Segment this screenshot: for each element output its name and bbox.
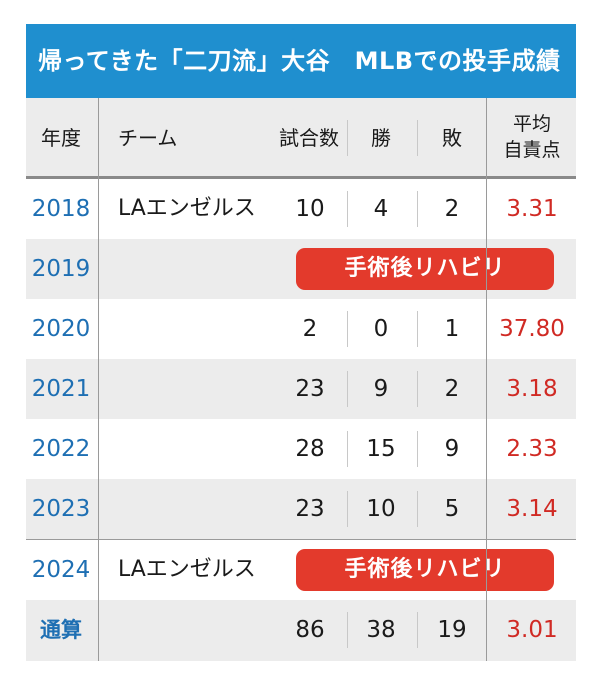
losses-cell: 2 [444, 376, 460, 402]
games-cell: 86 [295, 617, 325, 643]
losses-cell: 1 [444, 316, 460, 342]
wins-cell: 10 [366, 496, 396, 522]
losses-cell: 19 [437, 617, 467, 643]
wins-cell: 15 [366, 436, 396, 462]
total-row: 通算 86 38 19 3.01 [26, 600, 576, 661]
cell-divider [347, 431, 348, 467]
wins-cell: 38 [366, 617, 396, 643]
cell-divider [417, 311, 418, 347]
header-row: 年度 チーム 試合数 勝 敗 平均 自責点 [26, 98, 576, 178]
stats-card: 帰ってきた「二刀流」大谷 MLBでの投手成績 年度 チーム 試合数 勝 敗 平均… [26, 24, 576, 661]
table-row: 2022 28 15 9 2.33 [26, 419, 576, 479]
column-divider [98, 98, 99, 661]
year-cell: 2019 [31, 256, 91, 282]
header-separator [26, 176, 576, 179]
era-cell: 3.31 [506, 196, 558, 222]
header-losses: 敗 [442, 126, 462, 150]
era-cell: 2.33 [506, 436, 558, 462]
cell-divider [417, 371, 418, 407]
cell-divider [417, 612, 418, 648]
games-cell: 23 [295, 496, 325, 522]
cell-divider [347, 191, 348, 227]
header-divider [347, 120, 348, 156]
header-games: 試合数 [279, 126, 339, 150]
team-cell: LAエンゼルス [118, 557, 256, 582]
cell-divider [417, 431, 418, 467]
year-cell: 2020 [31, 316, 91, 342]
wins-cell: 4 [373, 196, 389, 222]
era-cell: 3.18 [506, 376, 558, 402]
header-team: チーム [118, 126, 178, 150]
games-cell: 28 [295, 436, 325, 462]
losses-cell: 2 [444, 196, 460, 222]
cell-divider [347, 371, 348, 407]
era-cell: 3.14 [506, 496, 558, 522]
total-label: 通算 [40, 618, 82, 642]
table-row: 2023 23 10 5 3.14 [26, 479, 576, 539]
header-year: 年度 [41, 126, 81, 150]
year-cell: 2018 [31, 196, 91, 222]
losses-cell: 5 [444, 496, 460, 522]
header-wins: 勝 [371, 126, 391, 150]
table-row: 2024 LAエンゼルス 手術後リハビリ [26, 540, 576, 600]
games-cell: 2 [302, 316, 318, 342]
table-row: 2020 2 0 1 37.80 [26, 299, 576, 359]
year-cell: 2022 [31, 436, 91, 462]
section-separator [26, 539, 576, 540]
games-cell: 10 [295, 196, 325, 222]
table-row: 2018 LAエンゼルス 10 4 2 3.31 [26, 179, 576, 239]
header-divider [417, 120, 418, 156]
year-cell: 2023 [31, 496, 91, 522]
header-era-line2: 自責点 [503, 139, 561, 161]
year-cell: 2021 [31, 376, 91, 402]
wins-cell: 9 [373, 376, 389, 402]
table-row: 2021 23 9 2 3.18 [26, 359, 576, 419]
era-cell: 37.80 [499, 316, 565, 342]
cell-divider [347, 491, 348, 527]
losses-cell: 9 [444, 436, 460, 462]
cell-divider [347, 612, 348, 648]
cell-divider [417, 191, 418, 227]
cell-divider [347, 311, 348, 347]
team-cell: LAエンゼルス [118, 196, 256, 221]
cell-divider [417, 491, 418, 527]
rehab-badge: 手術後リハビリ [296, 549, 554, 591]
table-row: 2019 手術後リハビリ [26, 239, 576, 299]
wins-cell: 0 [373, 316, 389, 342]
year-cell: 2024 [31, 557, 91, 583]
table-title: 帰ってきた「二刀流」大谷 MLBでの投手成績 [26, 24, 576, 98]
header-era-line1: 平均 [512, 113, 551, 135]
column-divider [486, 98, 487, 661]
era-cell: 3.01 [506, 617, 558, 643]
games-cell: 23 [295, 376, 325, 402]
rehab-badge: 手術後リハビリ [296, 248, 554, 290]
